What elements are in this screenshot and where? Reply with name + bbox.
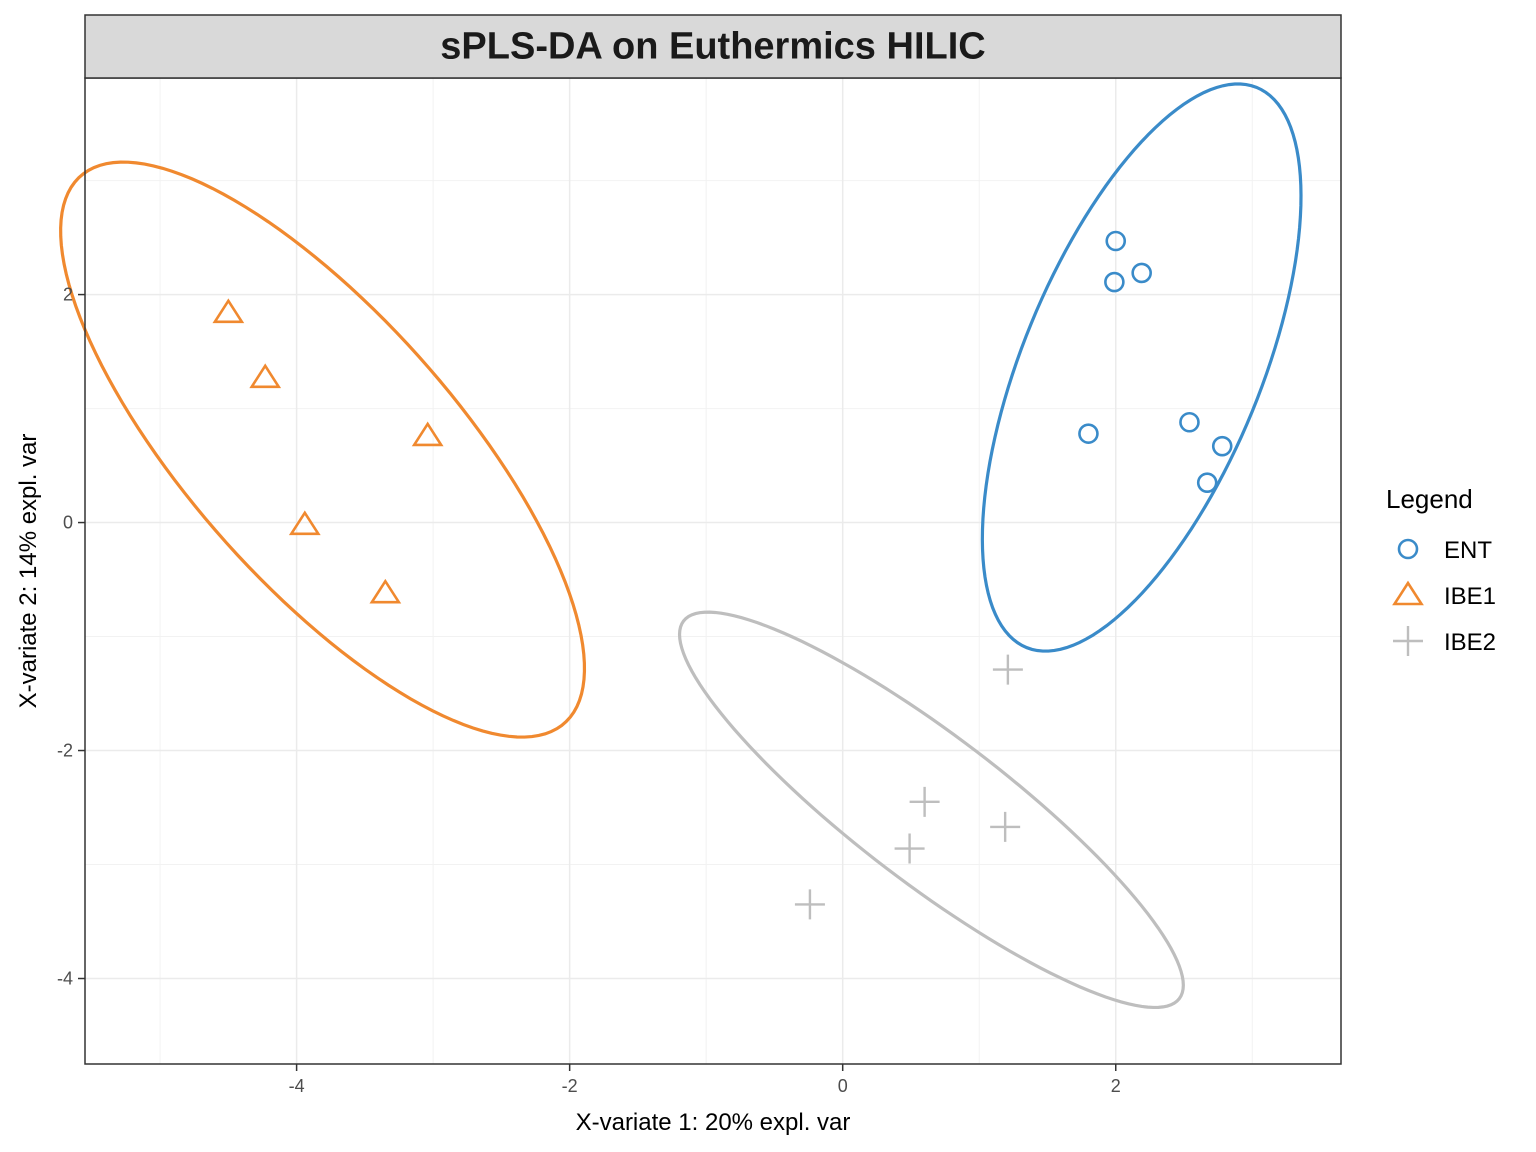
y-tick-label: 2 [63,285,73,305]
point-ibe2 [909,786,940,817]
x-tick-label: -4 [289,1076,305,1096]
x-axis-title: X-variate 1: 20% expl. var [576,1109,851,1136]
y-tick-label: 0 [63,513,73,533]
grid-minor [85,78,1341,1064]
legend: Legend ENT IBE1 IBE2 [1386,484,1496,656]
legend-label-ibe2: IBE2 [1444,629,1496,656]
data-points [212,230,1233,920]
legend-key-ent [1397,538,1419,560]
x-tick-label: 0 [838,1076,848,1096]
point-ent [1179,411,1200,433]
title-strip [84,14,1342,79]
y-axis: -4 -2 0 2 [57,285,85,989]
legend-key-ibe2 [1393,626,1423,656]
point-ent [1104,271,1125,293]
point-ent [1131,262,1152,284]
y-axis-title: X-variate 2: 14% expl. var [15,434,42,709]
x-tick-label: 2 [1111,1076,1121,1096]
legend-title: Legend [1386,484,1473,514]
ellipse-ibe2 [677,610,1185,1010]
legend-key-ibe1 [1392,580,1424,606]
point-ibe1 [369,578,402,604]
ellipse-ibe1 [59,160,587,739]
point-ent [1105,230,1127,252]
x-axis: -4 -2 0 2 [289,1064,1121,1096]
chart-title: sPLS-DA on Euthermics HILIC [440,26,985,68]
x-tick-label: -2 [562,1076,578,1096]
point-ent [1078,423,1099,444]
point-ibe1 [212,298,245,324]
y-tick-label: -2 [57,741,73,761]
y-tick-label: -4 [57,969,73,989]
confidence-ellipses [59,82,1303,1010]
point-ibe2 [992,654,1023,685]
point-ent [1196,472,1218,493]
legend-label-ent: ENT [1444,537,1492,564]
point-ibe1 [411,421,444,447]
grid-major [85,78,1341,1064]
legend-label-ibe1: IBE1 [1444,583,1496,610]
point-ent [1211,435,1233,457]
ellipse-ent [980,82,1303,653]
point-ibe2 [990,811,1021,842]
point-ibe2 [894,833,925,864]
point-ibe1 [249,363,282,389]
point-ibe2 [794,889,825,920]
point-ibe1 [288,510,321,536]
